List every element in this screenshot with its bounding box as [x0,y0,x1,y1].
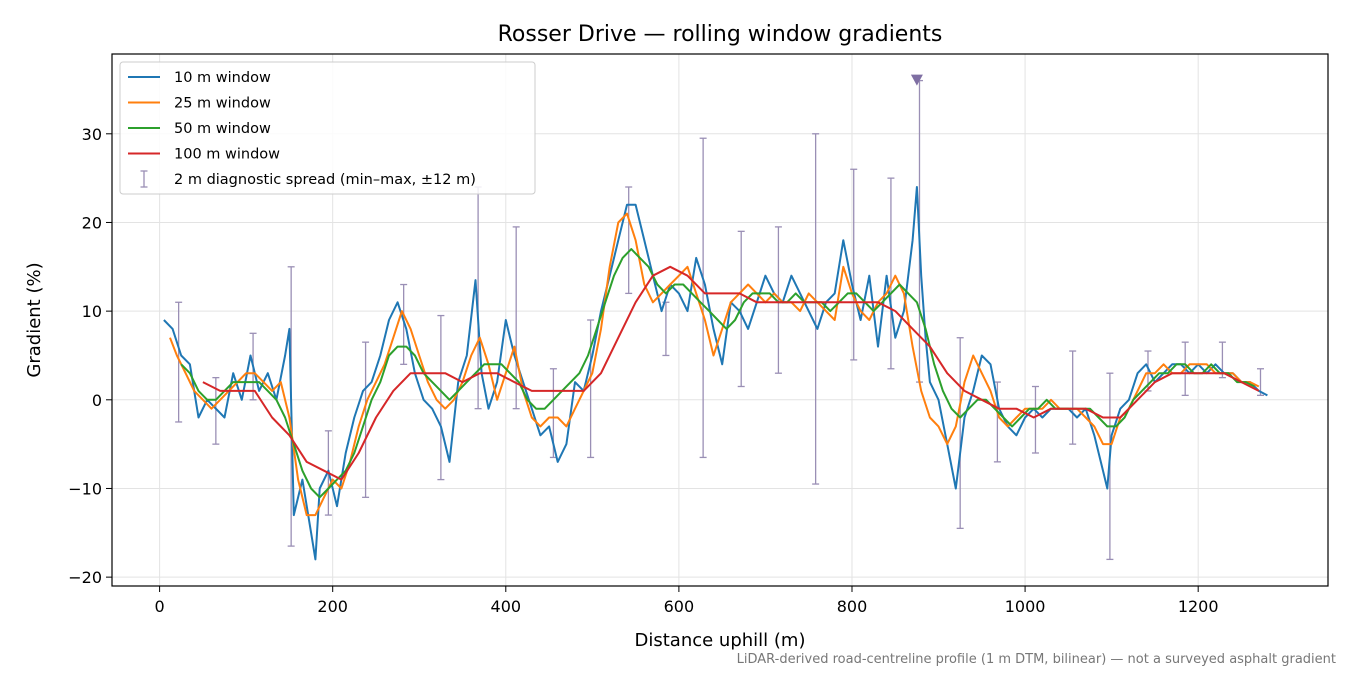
grid [112,54,1328,586]
errorbar-series [175,79,1264,561]
legend-entry: 2 m diagnostic spread (min–max, ±12 m) [140,170,476,188]
y-axis-label: Gradient (%) [24,262,45,377]
footnote: LiDAR-derived road-centreline profile (1… [736,652,1336,667]
y-tick-label: 30 [82,125,102,144]
legend-label: 100 m window [174,147,280,163]
y-tick-label: −20 [68,568,102,587]
legend-label: 10 m window [174,70,271,86]
y-tick-label: 10 [82,302,102,321]
y-tick-label: −10 [68,479,102,498]
peak-marker [910,74,923,86]
legend-entry: 50 m window [128,121,271,137]
x-tick-label: 1000 [1005,597,1046,616]
legend-box [119,61,536,195]
x-tick-label: 800 [837,597,868,616]
legend-entry: 25 m window [128,96,271,112]
chart-title: Rosser Drive — rolling window gradients [498,22,943,47]
legend: 10 m window 25 m window 50 m window 100 m w… [119,61,536,195]
y-tick-label: 0 [92,391,102,410]
legend-label: 25 m window [174,96,271,112]
x-tick-label: 1200 [1178,597,1219,616]
x-axis-label: Distance uphill (m) [635,630,806,651]
legend-entry: 10 m window [128,70,271,86]
legend-entry: 100 m window [128,147,280,163]
x-tick-label: 200 [317,597,348,616]
plot-frame [111,53,1329,587]
series-line-50m [180,248,1255,499]
series-line-100m [202,265,1260,481]
x-tick-label: 400 [491,597,522,616]
x-tick-label: 0 [155,597,165,616]
ticks: 0 200 400 600 800 1000 1200 −20 −10 0 10 20 30 [68,125,1218,616]
legend-label: 2 m diagnostic spread (min–max, ±12 m) [174,172,476,188]
series-layer [163,74,1268,561]
y-tick-label: 20 [82,213,102,232]
series-line-10m [163,186,1268,561]
legend-label: 50 m window [174,121,271,137]
x-tick-label: 600 [664,597,695,616]
series-line-25m [169,212,1260,517]
